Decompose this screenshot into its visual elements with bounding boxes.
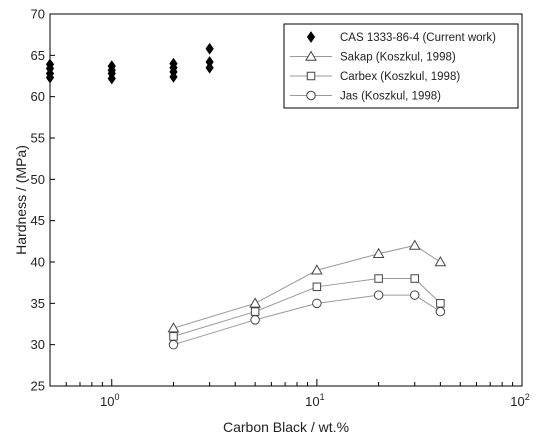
data-point (312, 282, 322, 292)
series-3 (168, 290, 446, 350)
y-tick-label: 30 (31, 337, 45, 352)
legend-marker (305, 50, 317, 61)
data-point (373, 290, 384, 300)
series-0 (45, 42, 214, 85)
data-point (312, 298, 322, 309)
x-tick-label: 100 (100, 392, 119, 409)
legend-item: CAS 1333-86-4 (Current work) (306, 31, 496, 44)
data-point (435, 306, 446, 317)
y-axis-label: Hardness / (MPa) (13, 145, 29, 255)
legend-item: Sakap (Koszkul, 1998) (290, 50, 456, 64)
y-tick-label: 55 (31, 131, 45, 146)
x-axis-label: Carbon Black / wt.% (223, 419, 349, 435)
legend-label: Jas (Koszkul, 1998) (340, 91, 441, 103)
data-point (249, 297, 261, 308)
data-point (168, 339, 179, 350)
series-1 (167, 239, 447, 333)
series-line (173, 278, 441, 337)
data-point (205, 56, 214, 68)
legend-label: Sakap (Koszkul, 1998) (340, 52, 456, 64)
axis-ticks: 25 30 35 40 45 50 55 60 65 70 100 101 102 (31, 7, 530, 410)
data-point (434, 255, 447, 267)
data-point (372, 247, 385, 258)
series-layer (45, 42, 447, 350)
data-point (45, 58, 55, 71)
data-point (311, 264, 323, 275)
legend-marker (306, 71, 316, 81)
plot-frame (49, 13, 523, 387)
legend-label: CAS 1333-86-4 (Current work) (340, 32, 496, 44)
legend-item: Carbex (Koszkul, 1998) (290, 71, 460, 83)
data-point (250, 315, 260, 325)
legend-label: Carbex (Koszkul, 1998) (340, 71, 460, 83)
y-tick-label: 25 (31, 379, 45, 394)
y-tick-label: 65 (31, 48, 45, 63)
data-point (169, 57, 178, 70)
x-tick-label: 102 (510, 392, 529, 409)
data-point (374, 274, 383, 283)
data-point (436, 299, 445, 308)
y-tick-label: 60 (31, 89, 45, 104)
y-tick-label: 50 (31, 172, 45, 187)
legend-item: Jas (Koszkul, 1998) (290, 91, 441, 103)
y-tick-label: 35 (31, 296, 45, 311)
data-point (408, 239, 421, 250)
y-tick-label: 70 (31, 7, 45, 22)
y-tick-label: 40 (31, 255, 45, 270)
data-point (205, 42, 214, 55)
series-line (173, 294, 441, 346)
series-2 (169, 274, 445, 341)
data-point (410, 274, 419, 283)
x-tick-label: 101 (305, 392, 324, 409)
y-tick-label: 45 (31, 213, 45, 228)
legend-marker (306, 90, 316, 101)
legend-marker (306, 31, 316, 43)
data-point (169, 332, 178, 341)
data-point (167, 322, 180, 333)
legend: CAS 1333-86-4 (Current work) Sakap (Koszk… (283, 23, 519, 109)
data-point (250, 307, 260, 316)
data-point (107, 60, 116, 72)
legend-box (283, 23, 519, 109)
series-line (173, 244, 441, 329)
data-point (409, 290, 420, 300)
